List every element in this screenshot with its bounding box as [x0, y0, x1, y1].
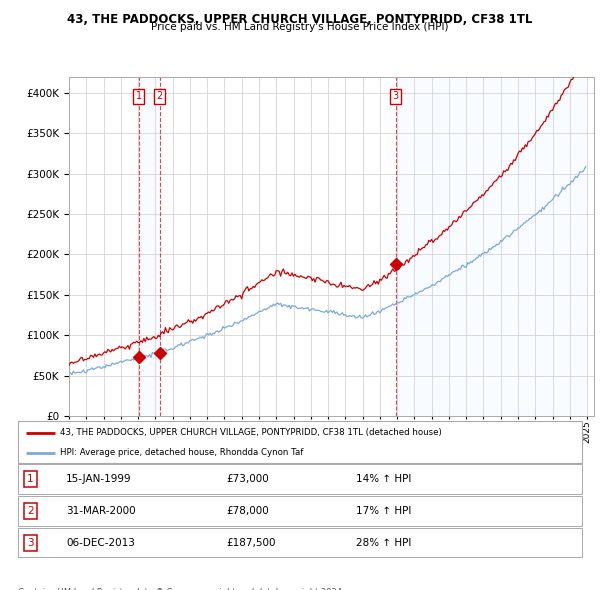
Bar	[396, 77, 587, 416]
Text: 2: 2	[27, 506, 34, 516]
Text: 15-JAN-1999: 15-JAN-1999	[66, 474, 131, 484]
Text: Contains HM Land Registry data © Crown copyright and database right 2024.: Contains HM Land Registry data © Crown c…	[18, 588, 344, 590]
Text: Price paid vs. HM Land Registry's House Price Index (HPI): Price paid vs. HM Land Registry's House …	[151, 22, 449, 32]
Text: 3: 3	[27, 538, 34, 548]
Text: 06-DEC-2013: 06-DEC-2013	[66, 538, 135, 548]
Text: 28% ↑ HPI: 28% ↑ HPI	[356, 538, 412, 548]
Text: 17% ↑ HPI: 17% ↑ HPI	[356, 506, 412, 516]
Text: 31-MAR-2000: 31-MAR-2000	[66, 506, 136, 516]
Text: HPI: Average price, detached house, Rhondda Cynon Taf: HPI: Average price, detached house, Rhon…	[60, 448, 304, 457]
Text: 1: 1	[27, 474, 34, 484]
Text: 43, THE PADDOCKS, UPPER CHURCH VILLAGE, PONTYPRIDD, CF38 1TL (detached house): 43, THE PADDOCKS, UPPER CHURCH VILLAGE, …	[60, 428, 442, 437]
Text: 3: 3	[392, 91, 399, 101]
Text: £78,000: £78,000	[227, 506, 269, 516]
Bar	[139, 77, 160, 416]
Text: £73,000: £73,000	[227, 474, 269, 484]
Text: £187,500: £187,500	[227, 538, 276, 548]
Text: 1: 1	[136, 91, 142, 101]
Text: 14% ↑ HPI: 14% ↑ HPI	[356, 474, 412, 484]
Text: 2: 2	[157, 91, 163, 101]
Text: 43, THE PADDOCKS, UPPER CHURCH VILLAGE, PONTYPRIDD, CF38 1TL: 43, THE PADDOCKS, UPPER CHURCH VILLAGE, …	[67, 13, 533, 26]
